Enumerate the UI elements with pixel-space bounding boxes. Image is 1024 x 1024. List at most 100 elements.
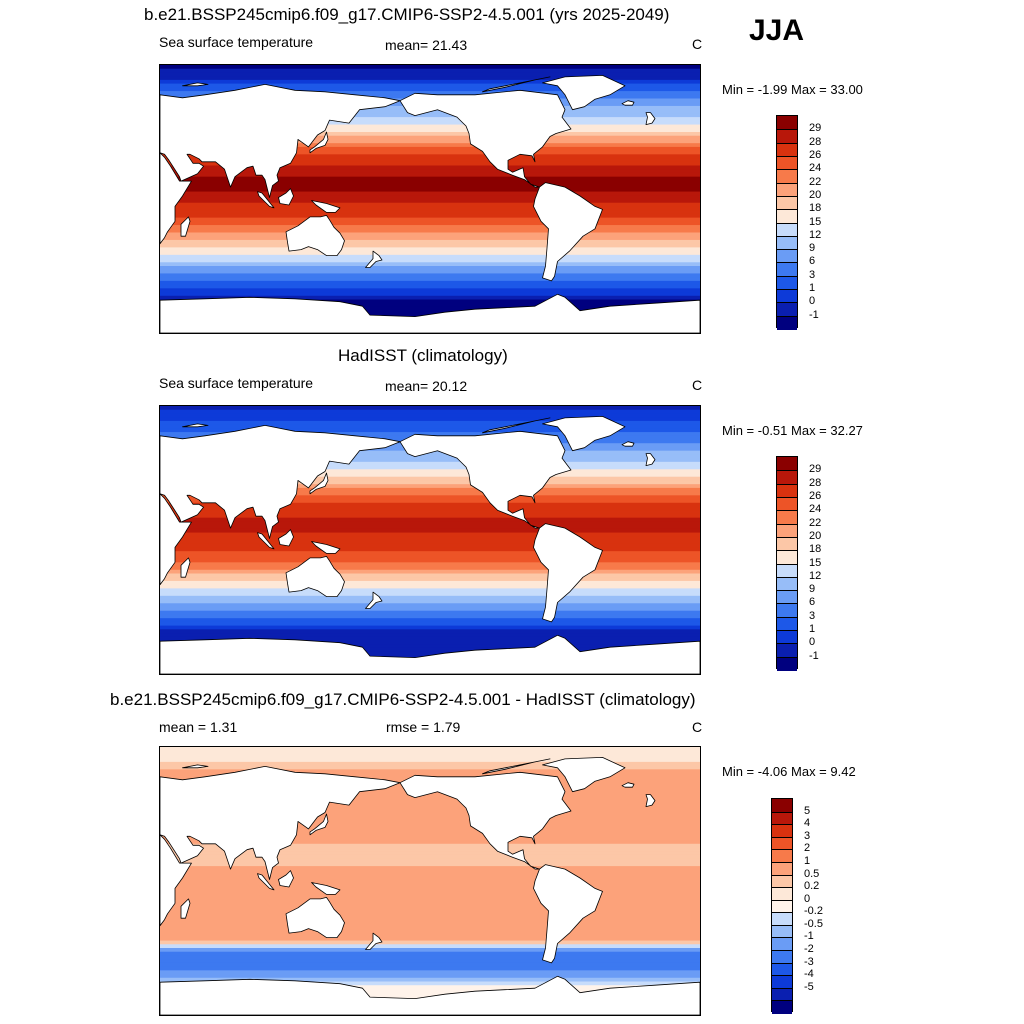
ocean-band (160, 633, 700, 638)
panel-3-units: C (692, 719, 703, 735)
colorbar-box (777, 195, 797, 211)
ocean-band (160, 521, 700, 526)
season-label: JJA (749, 14, 805, 47)
land-na (399, 89, 572, 188)
ocean-band (160, 266, 700, 271)
colorbar-tick-label: 22 (809, 175, 822, 188)
land-arctic-isles (482, 758, 551, 775)
ocean-band (160, 113, 700, 118)
ocean-band (160, 918, 700, 923)
colorbar-box (772, 987, 792, 1002)
ocean-band (160, 558, 700, 563)
land-nz (365, 250, 383, 268)
colorbar-tick-label: 24 (809, 162, 822, 175)
ocean-band (160, 184, 700, 189)
land-greenland (542, 757, 626, 793)
ocean-band (160, 532, 700, 537)
land-svalbard (182, 764, 209, 769)
land-sumatra (257, 191, 275, 209)
ocean-band (160, 970, 700, 975)
panel-2-map-svg (160, 406, 700, 674)
ocean-band (160, 469, 700, 474)
colorbar-box (772, 975, 792, 989)
ocean-band (160, 277, 700, 282)
ocean-band (160, 461, 700, 467)
colorbar-tick-label: 15 (809, 556, 822, 569)
ocean-band (160, 936, 700, 942)
land-aus (285, 556, 345, 597)
panel-1-units: C (692, 36, 703, 52)
ocean-band (160, 506, 700, 511)
land-nz (365, 591, 383, 609)
colorbar-box (777, 129, 797, 144)
colorbar-tick-label: 9 (809, 583, 816, 596)
land-greenland (542, 75, 626, 111)
ocean-band (160, 603, 700, 608)
land-svalbard (182, 423, 209, 428)
colorbar-box (772, 887, 792, 901)
land-africa (160, 152, 192, 245)
colorbar-tick-label: 0 (809, 636, 816, 649)
ocean-band (160, 651, 700, 656)
ocean-band (160, 866, 700, 871)
colorbar-tick-label: 1 (809, 282, 816, 295)
colorbar-box (772, 811, 792, 826)
ocean-band (160, 877, 700, 882)
ocean-band (160, 187, 700, 193)
ocean-band (160, 172, 700, 178)
colorbar-box (777, 249, 797, 264)
colorbar-tick-label: 18 (809, 202, 822, 215)
ocean-band (160, 974, 700, 979)
ocean-band (160, 280, 700, 286)
colorbar-tick-label: 20 (809, 188, 822, 201)
ocean-band (160, 966, 700, 971)
ocean-band (160, 584, 700, 589)
colorbar-box (772, 799, 792, 812)
ocean-band (160, 754, 700, 759)
ocean-band (160, 988, 700, 994)
ocean-band (160, 540, 700, 545)
ocean-band (160, 881, 700, 886)
colorbar-box (777, 536, 797, 552)
land-iceland (621, 782, 635, 788)
ocean-band (160, 239, 700, 245)
colorbar-tick-label: -2 (804, 943, 814, 956)
ocean-band (160, 892, 700, 897)
colorbar-box (777, 656, 797, 671)
colorbar-tick-label: 29 (809, 463, 822, 476)
land-sumatra (257, 532, 275, 550)
colorbar-box (772, 937, 792, 952)
ocean-band (160, 843, 700, 849)
ocean-band (160, 903, 700, 908)
ocean-band (160, 432, 700, 437)
land-sa (533, 182, 603, 282)
ocean-band (160, 869, 700, 875)
ocean-band (160, 925, 700, 930)
colorbar-box (777, 315, 797, 330)
ocean-band (160, 592, 700, 597)
land-africa (160, 493, 192, 586)
land-arctic-isles (482, 76, 551, 93)
land-aus (285, 215, 345, 256)
panel-3-title: b.e21.BSSP245cmip6.f09_g17.CMIP6-SSP2-4.… (110, 690, 696, 709)
ocean-band (160, 269, 700, 275)
colorbar-tick-label: -1 (804, 930, 814, 943)
colorbar-box (777, 603, 797, 618)
ocean-band (160, 528, 700, 534)
land-iceland (621, 100, 635, 106)
colorbar-box (772, 899, 792, 914)
colorbar-tick-label: 1 (809, 623, 816, 636)
panel-1-minmax: Min = -1.99 Max = 33.00 (722, 82, 863, 97)
colorbar-tick-label: 6 (809, 596, 816, 609)
colorbar-box (772, 874, 792, 889)
ocean-band (160, 135, 700, 141)
ocean-band (160, 992, 700, 997)
ocean-band (160, 195, 700, 200)
colorbar-tick-label: 9 (809, 242, 816, 255)
ocean-band (160, 832, 700, 837)
ocean-band (160, 821, 700, 826)
land-na (399, 771, 572, 870)
panel-1-colorbar: 29 28 26 24 22 20 18 15 12 9 6 3 1 0 -1 (776, 115, 821, 330)
ocean-band (160, 761, 700, 767)
ocean-band (160, 644, 700, 649)
